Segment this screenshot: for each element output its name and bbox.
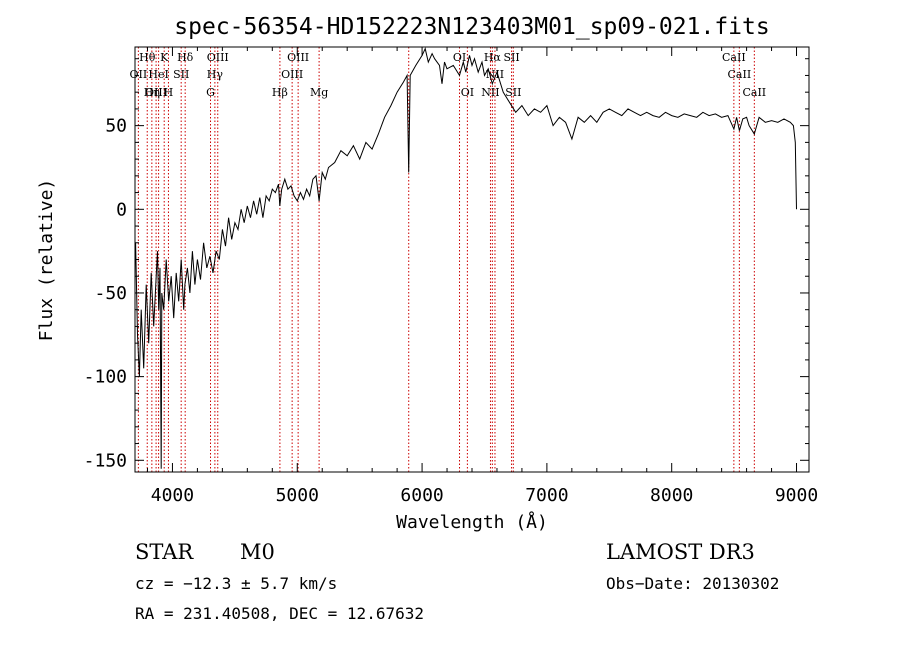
spectral-line-markers [137, 47, 755, 472]
x-tick-label: 8000 [650, 485, 693, 506]
y-axis: -150 -100 -50 0 50 [84, 58, 809, 471]
coords-text: RA = 231.40508, DEC = 12.67632 [135, 604, 424, 623]
line-label: OIII [281, 68, 303, 81]
line-label: OII [130, 68, 148, 81]
line-label: H [164, 86, 174, 99]
line-label: SII [173, 68, 189, 81]
plot-frame [134, 46, 810, 473]
x-tick-label: 4000 [151, 485, 194, 506]
line-label: Hβ [272, 86, 288, 99]
line-label: CaII [722, 51, 746, 64]
spectrum-line [135, 47, 797, 469]
y-tick-label: 50 [105, 116, 127, 137]
obs-date-text: Obs−Date: 20130302 [606, 574, 780, 593]
line-label: HeI [148, 68, 168, 81]
line-label: K [160, 51, 169, 64]
line-label: SII [503, 51, 519, 64]
line-label: OIII [145, 86, 167, 99]
object-subclass: M0 [240, 540, 275, 564]
object-class: STAR [135, 540, 194, 564]
y-tick-label: -50 [94, 283, 127, 304]
y-axis-label: Flux (relative) [36, 179, 57, 342]
line-label: Mg [310, 86, 328, 99]
x-tick-label: 7000 [525, 485, 568, 506]
line-label: CaII [742, 86, 766, 99]
y-tick-label: -150 [84, 450, 127, 471]
line-label: Hθ [139, 51, 156, 64]
x-axis-label: Wavelength (Å) [396, 511, 548, 533]
spectral-line-labels: Hθ OII OIII HeI K Hη SII H Hδ OIII Hγ G Hβ OIII OIII Mg… [130, 51, 767, 99]
y-tick-label: 0 [116, 199, 127, 220]
chart-title: spec-56354-HD152223N123403M01_sp09-021.f… [174, 14, 769, 40]
line-label: G [206, 86, 215, 99]
line-label: OIII [287, 51, 309, 64]
line-label: OI [461, 86, 474, 99]
spectrum-series [135, 47, 797, 469]
line-label: SII [505, 86, 521, 99]
line-label: Hδ [177, 51, 194, 64]
x-tick-label: 6000 [400, 485, 443, 506]
redshift-text: cz = −12.3 ± 5.7 km/s [135, 574, 338, 593]
line-label: NII [481, 86, 499, 99]
line-label: OIII [207, 51, 229, 64]
line-label: OI [453, 51, 466, 64]
x-tick-label: 5000 [276, 485, 319, 506]
line-label: Hα [484, 51, 502, 64]
line-label: CaII [728, 68, 752, 81]
line-label: Hγ [207, 68, 224, 81]
y-tick-label: -100 [84, 367, 127, 388]
x-axis: 4000 5000 6000 7000 8000 9000 [146, 47, 818, 506]
survey-name: LAMOST DR3 [606, 540, 755, 564]
x-tick-label: 9000 [775, 485, 818, 506]
line-label: Hη [144, 86, 160, 99]
